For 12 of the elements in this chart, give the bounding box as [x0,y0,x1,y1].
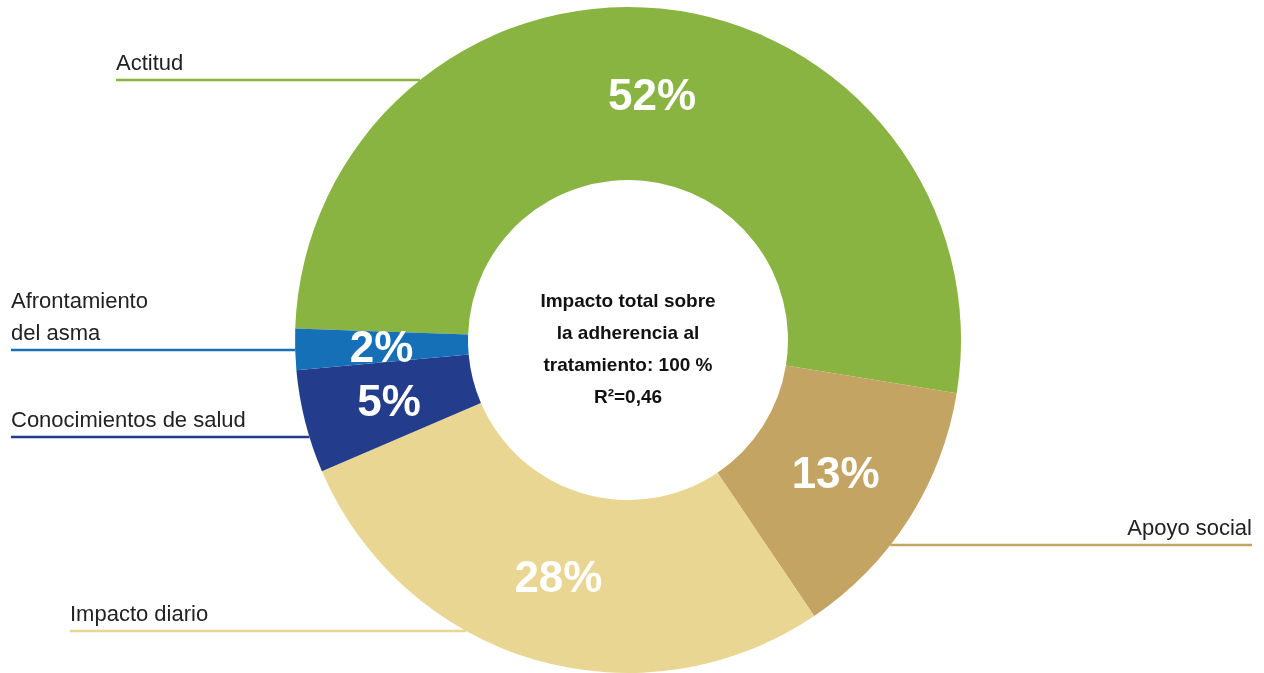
data-label: 52% [608,70,697,120]
text: Impacto total sobre la adherencia al tratamiento: 100 % [540,290,716,375]
slice-label: Apoyo social [1127,515,1252,540]
slice-label: Impacto diario [70,601,209,626]
text: R²=0,46 [593,386,663,407]
slice-label: Afrontamiento del asma [11,288,148,345]
data-label: 2% [349,322,414,372]
slice-label: Actitud [116,50,184,75]
data-label: 13% [791,448,880,498]
slice-label: Conocimientos de salud [11,407,246,432]
data-label: 5% [357,375,421,425]
data-label: 28% [514,551,603,601]
